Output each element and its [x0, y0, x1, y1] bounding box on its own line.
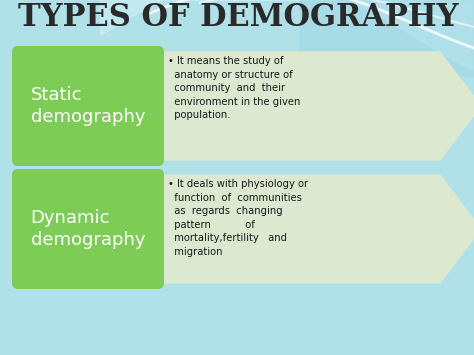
Text: • It deals with physiology or
  function  of  communities
  as  regards  changin: • It deals with physiology or function o… — [168, 179, 308, 257]
Text: TYPES OF DEMOGRAPHY: TYPES OF DEMOGRAPHY — [18, 2, 458, 33]
Polygon shape — [300, 0, 474, 75]
Text: • It means the study of
  anatomy or structure of
  community  and  their
  envi: • It means the study of anatomy or struc… — [168, 56, 301, 120]
Polygon shape — [155, 52, 474, 160]
Text: Static
demography: Static demography — [31, 86, 145, 126]
FancyBboxPatch shape — [12, 46, 164, 166]
Text: Dynamic
demography: Dynamic demography — [31, 209, 145, 249]
FancyBboxPatch shape — [12, 169, 164, 289]
Polygon shape — [155, 175, 474, 283]
